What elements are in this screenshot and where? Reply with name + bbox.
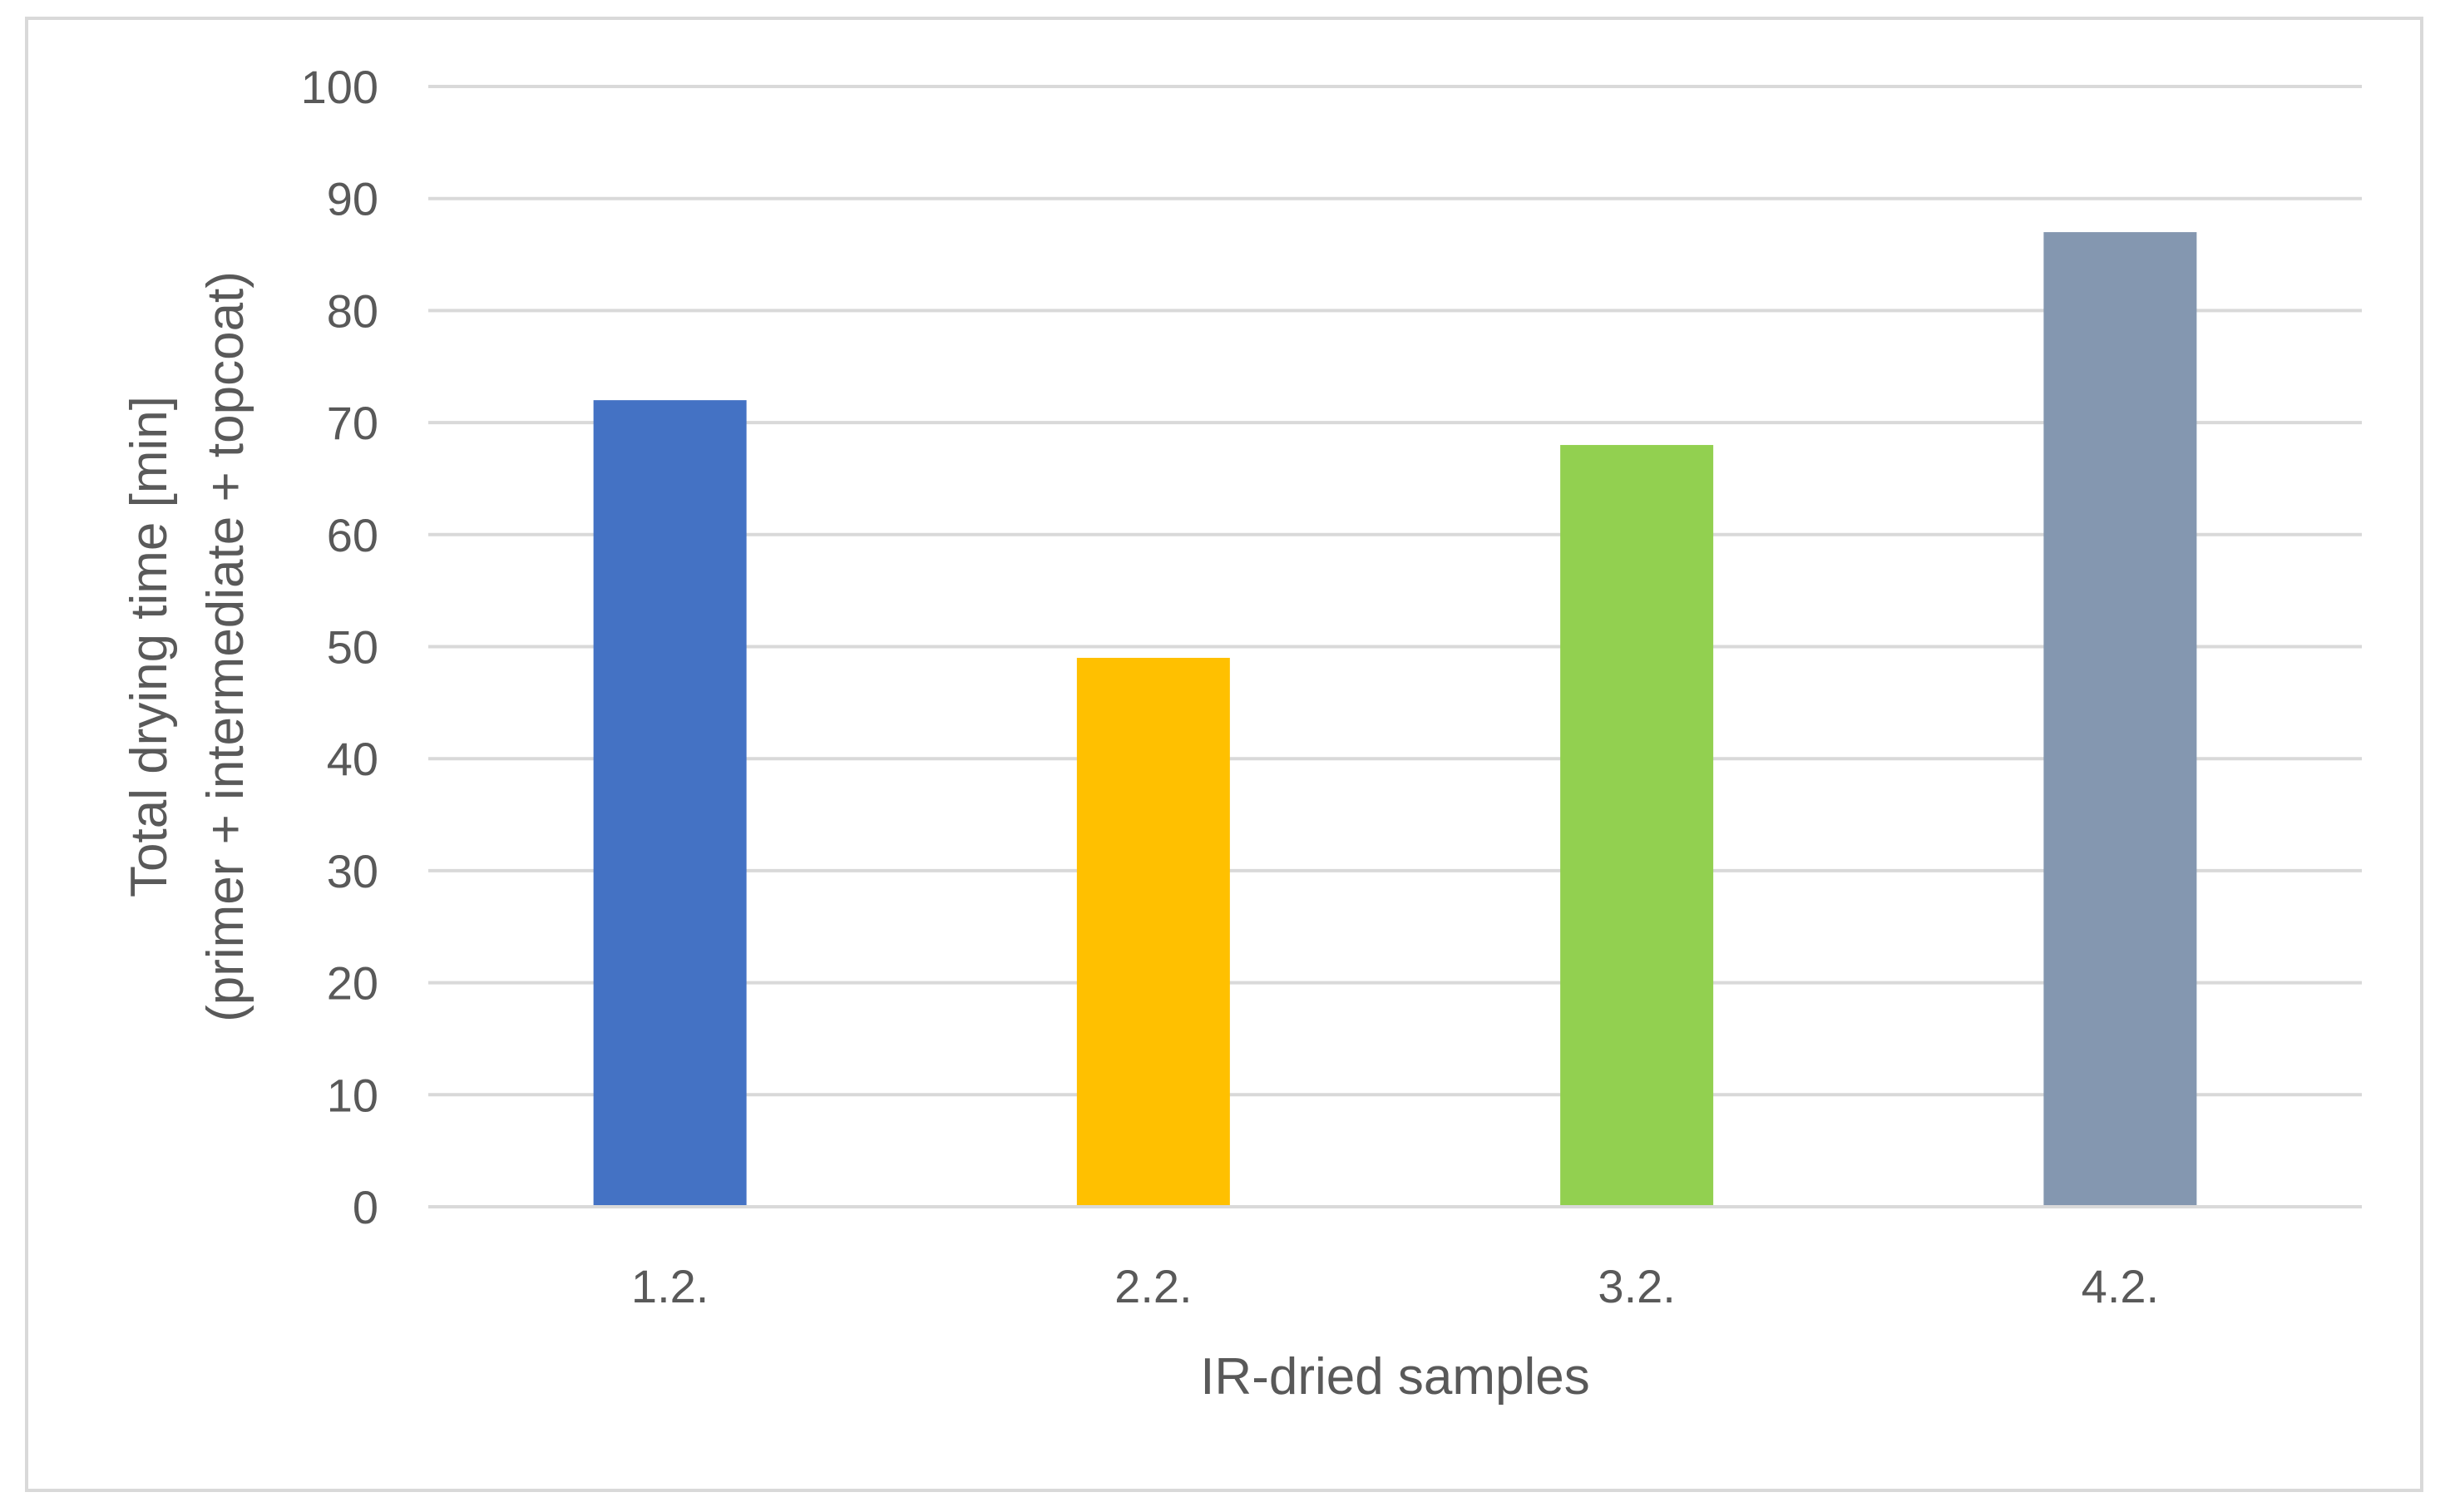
bar-4 xyxy=(2043,232,2197,1207)
y-tick-label-70: 70 xyxy=(327,397,378,449)
x-tick-label-1: 1.2. xyxy=(631,1260,709,1312)
gridlines xyxy=(428,85,2362,1097)
x-tick-label-3: 3.2. xyxy=(1598,1260,1675,1312)
y-axis-title-line-2: (primer + intermediate + topcoat) xyxy=(197,271,254,1022)
x-axis-title: IR-dried samples xyxy=(1200,1348,1590,1406)
x-tick-label-2: 2.2. xyxy=(1114,1260,1192,1312)
y-tick-label-20: 20 xyxy=(327,957,378,1010)
x-tick-labels: 1.2. 2.2. 3.2. 4.2. xyxy=(631,1260,2159,1312)
y-tick-label-50: 50 xyxy=(327,621,378,674)
y-tick-label-100: 100 xyxy=(301,61,378,113)
y-axis-title: Total drying time [min] (primer + interm… xyxy=(121,271,254,1022)
y-tick-labels: 0 10 20 30 40 50 60 70 80 90 100 xyxy=(301,61,378,1233)
bars xyxy=(593,232,2197,1207)
y-tick-label-0: 0 xyxy=(353,1181,378,1233)
y-tick-label-30: 30 xyxy=(327,845,378,897)
x-tick-label-4: 4.2. xyxy=(2082,1260,2159,1312)
y-axis-title-line-1: Total drying time [min] xyxy=(121,396,178,897)
y-tick-label-10: 10 xyxy=(327,1069,378,1121)
bar-1 xyxy=(593,400,747,1207)
y-tick-label-60: 60 xyxy=(327,509,378,561)
y-tick-label-40: 40 xyxy=(327,733,378,785)
y-tick-label-80: 80 xyxy=(327,284,378,337)
bar-2 xyxy=(1076,657,1230,1207)
y-tick-label-90: 90 xyxy=(327,173,378,225)
bar-3 xyxy=(1560,445,1714,1207)
